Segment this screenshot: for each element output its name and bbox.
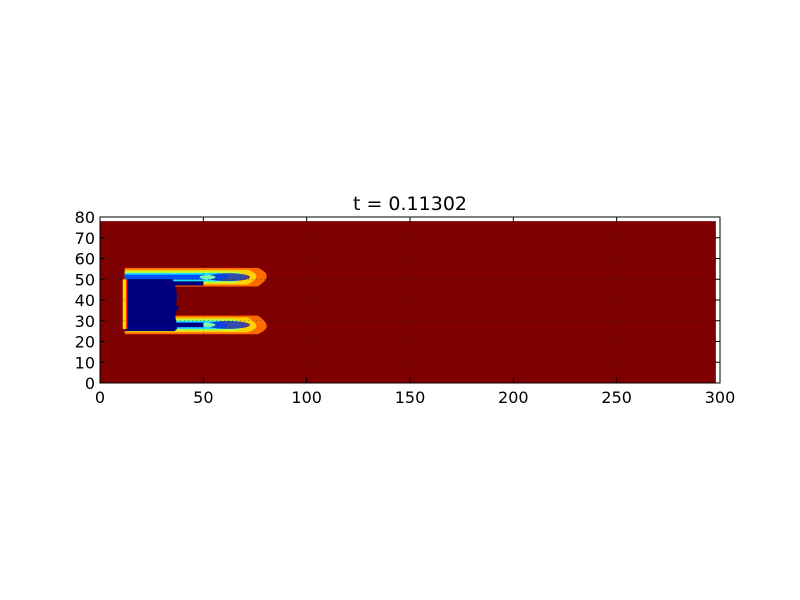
y-tick-label: 10 — [75, 353, 95, 372]
y-tick-label: 30 — [75, 312, 95, 331]
x-tick-label: 0 — [95, 388, 105, 407]
y-tick-label: 0 — [85, 374, 95, 393]
x-tick-label: 300 — [705, 388, 736, 407]
x-tick-label: 250 — [601, 388, 632, 407]
y-tick-label: 20 — [75, 333, 95, 352]
heatmap-field — [100, 221, 716, 383]
lower-shear-layer-vortex — [206, 320, 251, 329]
x-tick-label: 200 — [498, 388, 529, 407]
inlet-edge-strip — [122, 279, 127, 330]
y-tick-label: 60 — [75, 250, 95, 269]
inlet-edge-inner — [125, 279, 128, 330]
x-tick-label: 100 — [291, 388, 322, 407]
lower-core-link — [124, 322, 204, 327]
y-tick-label: 50 — [75, 270, 95, 289]
y-tick-label: 40 — [75, 291, 95, 310]
x-axis: 0 50 100 150 200 250 300 — [95, 217, 735, 407]
low-core-region — [124, 279, 181, 332]
field-background — [100, 221, 716, 383]
x-tick-label: 50 — [193, 388, 213, 407]
plot-area — [100, 217, 720, 383]
x-tick-label: 150 — [395, 388, 426, 407]
upper-shear-layer-band — [124, 274, 211, 280]
y-tick-label: 80 — [75, 208, 95, 227]
upper-shear-layer-vortex-core — [199, 275, 216, 280]
upper-shear-layer-vortex — [206, 273, 251, 282]
upper-core-link — [124, 281, 204, 286]
y-tick-label: 70 — [75, 229, 95, 248]
chart-title: t = 0.11302 — [353, 193, 467, 215]
grid-lines — [100, 217, 720, 383]
